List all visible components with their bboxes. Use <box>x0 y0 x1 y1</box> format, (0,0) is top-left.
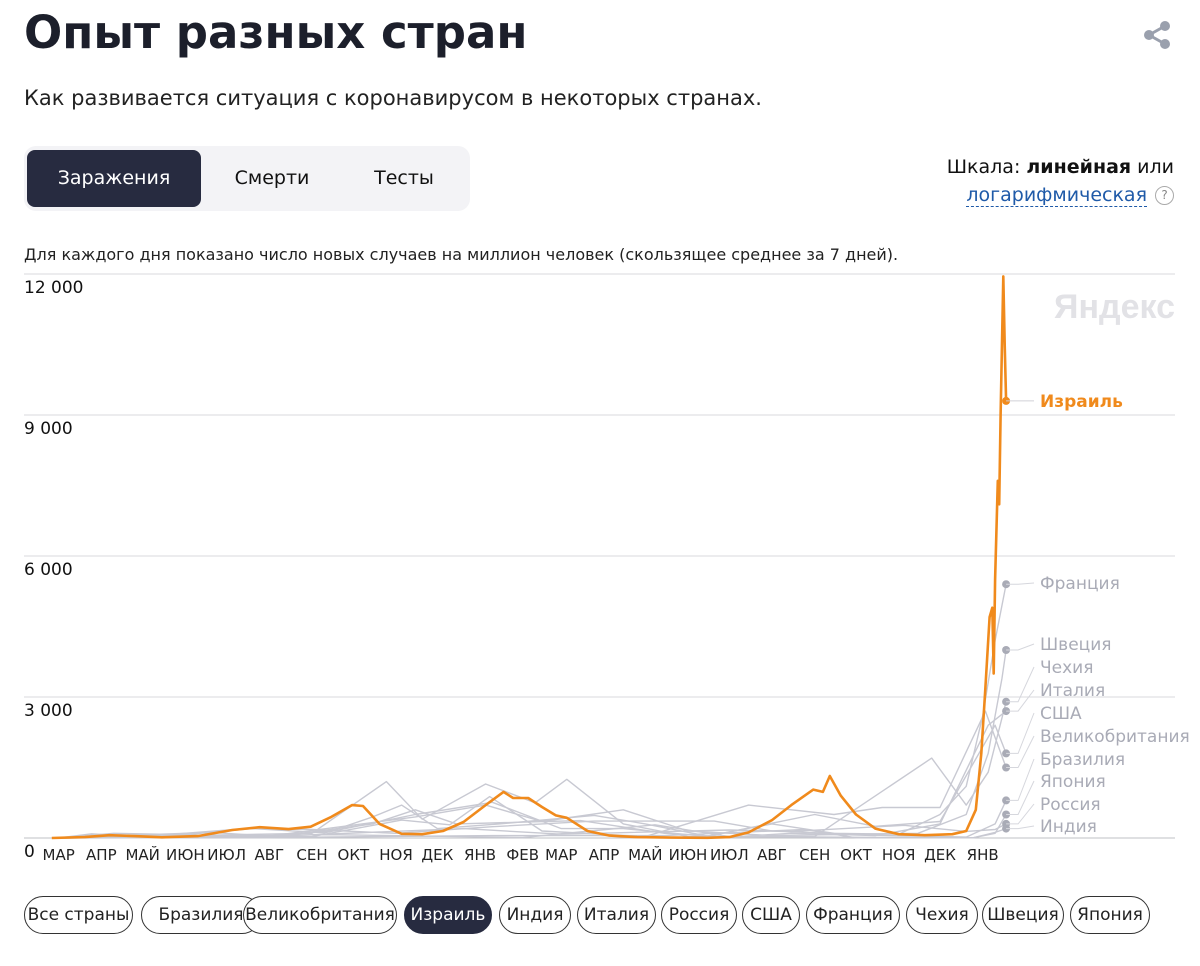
page-title: Опыт разных стран <box>24 6 528 59</box>
x-tick-label: АПР <box>86 846 117 864</box>
scale-line-2: логарифмическая? <box>947 184 1174 207</box>
x-tick-label: ФЕВ <box>506 846 539 864</box>
x-tick-label: МАР <box>43 846 75 864</box>
x-tick-label: АВГ <box>255 846 285 864</box>
series-line-highlight <box>51 275 1008 840</box>
tab-tests[interactable]: Тесты <box>374 167 434 189</box>
filter-japan[interactable]: Япония <box>1070 896 1150 934</box>
label-leader-line <box>1006 689 1035 712</box>
scale-linear-option[interactable]: линейная <box>1026 156 1132 178</box>
share-icon[interactable] <box>1140 18 1174 52</box>
label-leader-line <box>1006 735 1035 768</box>
label-leader-line <box>1006 582 1035 585</box>
x-tick-label: ИЮЛ <box>710 846 749 864</box>
y-tick-label: 9 000 <box>24 419 73 439</box>
tab-infections[interactable]: Заражения <box>27 150 201 207</box>
metric-tabs: Заражения Смерти Тесты <box>24 146 470 211</box>
filter-russia[interactable]: Россия <box>661 896 737 934</box>
label-leader-line <box>1006 780 1035 815</box>
x-tick-label: МАР <box>545 846 577 864</box>
filter-sweden[interactable]: Швеция <box>982 896 1064 934</box>
scale-line-1: Шкала: линейная или <box>947 156 1174 178</box>
x-tick-label: МАЙ <box>628 845 662 864</box>
x-tick-label: АПР <box>589 846 620 864</box>
series-label: Россия <box>1040 795 1101 815</box>
x-tick-label: ИЮН <box>166 846 205 864</box>
series-label: Индия <box>1040 817 1097 837</box>
x-tick-label: ИЮЛ <box>207 846 246 864</box>
filter-france[interactable]: Франция <box>806 896 900 934</box>
series-label: США <box>1040 704 1082 724</box>
filter-israel[interactable]: Израиль <box>404 896 492 934</box>
y-tick-label: 6 000 <box>24 560 73 580</box>
x-tick-label: СЕН <box>799 846 830 864</box>
filter-uk[interactable]: Великобритания <box>243 896 397 934</box>
y-tick-label: 3 000 <box>24 701 73 721</box>
label-leader-line <box>1006 825 1035 830</box>
series-labels-layer: Франция Швеция Чехия Италия США Великобритани… <box>1002 392 1190 837</box>
series-line <box>58 701 1007 839</box>
yandex-watermark: Яндекс <box>1054 288 1175 326</box>
series-label: Израиль <box>1040 392 1123 412</box>
x-tick-label: СЕН <box>296 846 327 864</box>
label-leader-line <box>1006 803 1035 825</box>
series-line <box>58 649 1007 839</box>
series-label: Франция <box>1040 574 1120 594</box>
series-line <box>58 724 1007 839</box>
y-tick-label: 0 <box>24 842 35 862</box>
x-tick-label: НОЯ <box>379 846 413 864</box>
label-leader-line <box>1006 712 1035 754</box>
label-leader-line <box>1006 666 1035 703</box>
x-tick-label: ДЕК <box>924 846 956 864</box>
scale-log-link[interactable]: логарифмическая <box>966 184 1147 207</box>
series-label: Япония <box>1040 772 1106 792</box>
series-label: Италия <box>1040 681 1105 701</box>
page-subtitle: Как развивается ситуация с коронавирусом… <box>24 86 762 110</box>
scale-or: или <box>1137 156 1174 178</box>
scale-prefix: Шкала: <box>946 156 1021 178</box>
x-tick-label: НОЯ <box>882 846 916 864</box>
highlight-series-layer <box>51 275 1008 840</box>
x-tick-label: ОКТ <box>338 846 370 864</box>
filter-italy[interactable]: Италия <box>577 896 656 934</box>
series-label: Бразилия <box>1040 750 1125 770</box>
series-label: Чехия <box>1040 658 1093 678</box>
filter-czechia[interactable]: Чехия <box>906 896 978 934</box>
series-label: Великобритания <box>1040 727 1190 747</box>
filter-all-countries[interactable]: Все страны <box>24 896 133 934</box>
scale-switcher: Шкала: линейная или логарифмическая? <box>947 156 1174 207</box>
series-line <box>58 824 1007 839</box>
x-tick-label: МАЙ <box>125 845 159 864</box>
label-leader-line <box>1006 758 1035 801</box>
x-tick-label: ЯНВ <box>967 846 999 864</box>
series-label: Швеция <box>1040 635 1112 655</box>
x-tick-label: АВГ <box>757 846 787 864</box>
filter-india[interactable]: Индия <box>499 896 571 934</box>
x-tick-label: ОКТ <box>840 846 872 864</box>
label-leader-line <box>1006 643 1035 651</box>
x-tick-label: ДЕК <box>421 846 453 864</box>
tab-deaths[interactable]: Смерти <box>234 167 310 189</box>
y-tick-label: 12 000 <box>24 278 83 298</box>
x-tick-label: ЯНВ <box>464 846 496 864</box>
filter-usa[interactable]: США <box>742 896 800 934</box>
cases-chart: Яндекс Франция Швеция Чехия Италия США Велико… <box>24 273 1190 864</box>
x-tick-label: ИЮН <box>669 846 708 864</box>
chart-note: Для каждого дня показано число новых слу… <box>24 245 899 264</box>
help-icon[interactable]: ? <box>1155 186 1174 205</box>
